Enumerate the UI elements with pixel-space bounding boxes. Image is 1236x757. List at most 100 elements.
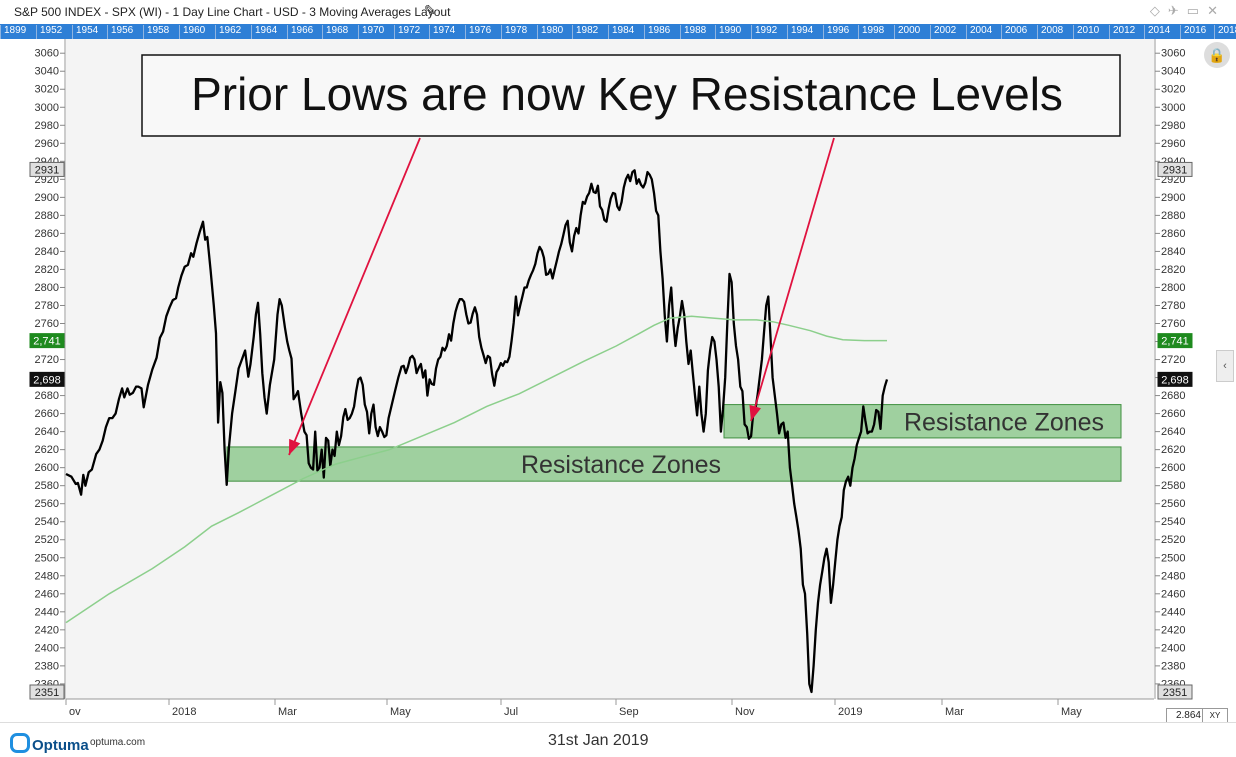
y-tick-label: 3020 <box>1161 84 1185 96</box>
axis-tag-label: 2,741 <box>1161 336 1189 348</box>
timeline-year[interactable]: 1980 <box>537 25 563 39</box>
y-tick-label: 3000 <box>1161 102 1185 114</box>
title-callout-box[interactable] <box>141 54 1121 137</box>
moving-average-line <box>65 315 887 624</box>
y-tick-label: 2820 <box>35 264 59 276</box>
timeline-year[interactable]: 1972 <box>394 25 420 39</box>
y-tick-label: 2760 <box>35 318 59 330</box>
y-tick-label: 2580 <box>1161 480 1185 492</box>
x-tick-label: May <box>1061 706 1082 718</box>
lock-icon[interactable]: 🔒 <box>1204 42 1230 68</box>
timeline-year[interactable]: 1978 <box>501 25 527 39</box>
y-tick-label: 2500 <box>1161 552 1185 564</box>
chevron-left-icon[interactable]: ‹ <box>1216 350 1234 382</box>
y-tick-label: 2440 <box>1161 606 1185 618</box>
y-axis-left: 2360238024002420244024602480250025202540… <box>35 48 65 690</box>
x-tick-label: ov <box>69 706 81 718</box>
y-tick-label: 2500 <box>35 552 59 564</box>
y-tick-label: 2540 <box>35 516 59 528</box>
timeline-year[interactable]: 1998 <box>858 25 884 39</box>
timeline-year[interactable]: 1956 <box>107 25 133 39</box>
title-callout[interactable]: Prior Lows are now Key Resistance Levels <box>141 54 1121 137</box>
timeline-year[interactable]: 1964 <box>251 25 277 39</box>
timeline-year[interactable]: 1970 <box>358 25 384 39</box>
timeline-year[interactable]: 1990 <box>715 25 741 39</box>
timeline-year[interactable]: 1976 <box>465 25 491 39</box>
arrow-head <box>749 404 761 421</box>
timeline-navigator[interactable]: 1899 1952 1954 1956 1958 1960 1962 1964 1966 1968… <box>0 24 1236 39</box>
zone-label: Resistance Zones <box>904 408 1104 436</box>
timeline-year[interactable]: 1992 <box>751 25 777 39</box>
timeline-year[interactable]: 1899 <box>0 25 26 39</box>
y-tick-label: 2900 <box>1161 192 1185 204</box>
timeline-year[interactable]: 2004 <box>966 25 992 39</box>
timeline-year[interactable]: 2008 <box>1037 25 1063 39</box>
y-tick-label: 3000 <box>35 102 59 114</box>
y-tick-label: 2640 <box>1161 426 1185 438</box>
brand-logo: Optuma <box>10 733 89 754</box>
timeline-year[interactable]: 1988 <box>680 25 706 39</box>
price-chart[interactable]: 2360238024002420244024602480250025202540… <box>0 39 1236 722</box>
y-tick-label: 2460 <box>1161 588 1185 600</box>
x-tick-label: Jul <box>504 706 518 718</box>
restore-icon[interactable]: ▭ <box>1186 3 1208 18</box>
y-tick-label: 2680 <box>35 390 59 402</box>
timeline-year[interactable]: 2014 <box>1144 25 1170 39</box>
timeline-year[interactable]: 1958 <box>143 25 169 39</box>
timeline-year[interactable]: 2012 <box>1109 25 1135 39</box>
y-tick-label: 2380 <box>35 660 59 672</box>
timeline-year[interactable]: 2016 <box>1180 25 1206 39</box>
diamond-icon[interactable]: ◇ <box>1149 3 1168 18</box>
timeline-year[interactable]: 2006 <box>1001 25 1027 39</box>
y-axis-right: 2360238024002420244024602480250025202540… <box>1155 48 1185 690</box>
brand-url[interactable]: optuma.com <box>90 737 146 748</box>
timeline-year[interactable]: 2002 <box>930 25 956 39</box>
timeline-year[interactable]: 1982 <box>572 25 598 39</box>
axis-tags: 2931 2931 2,741 2,741 2,698 2,698 2351 2351 <box>29 161 1193 700</box>
pin-icon[interactable]: ✈ <box>1167 3 1187 18</box>
timeline-year[interactable]: 1966 <box>287 25 313 39</box>
timeline-year[interactable]: 1962 <box>215 25 241 39</box>
y-tick-label: 2540 <box>1161 516 1185 528</box>
timeline-year[interactable]: 1994 <box>787 25 813 39</box>
axis-tag <box>29 371 65 387</box>
y-tick-label: 2800 <box>1161 282 1185 294</box>
y-tick-label: 2860 <box>35 228 59 240</box>
y-tick-label: 2460 <box>35 588 59 600</box>
timeline-year[interactable]: 2010 <box>1073 25 1099 39</box>
pencil-icon[interactable]: ✎ <box>424 2 436 18</box>
timeline-year[interactable]: 2000 <box>894 25 920 39</box>
axis-tag-label: 2351 <box>1163 687 1187 699</box>
y-tick-label: 2960 <box>1161 138 1185 150</box>
annotation-arrow <box>288 137 421 456</box>
axis-tag <box>1157 371 1193 387</box>
annotation-arrow <box>750 137 835 422</box>
timeline-year[interactable]: 1960 <box>179 25 205 39</box>
y-tick-label: 3020 <box>35 84 59 96</box>
timeline-year[interactable]: 1968 <box>322 25 348 39</box>
timeline-year[interactable]: 1986 <box>644 25 670 39</box>
y-tick-label: 2760 <box>1161 318 1185 330</box>
y-tick-label: 2860 <box>1161 228 1185 240</box>
close-icon[interactable]: ✕ <box>1207 3 1226 18</box>
y-tick-label: 2440 <box>35 606 59 618</box>
y-tick-label: 2420 <box>1161 624 1185 636</box>
timeline-selection[interactable] <box>0 24 1236 39</box>
y-tick-label: 2480 <box>35 570 59 582</box>
y-tick-label: 2880 <box>35 210 59 222</box>
timeline-year[interactable]: 1996 <box>823 25 849 39</box>
y-tick-label: 2660 <box>1161 408 1185 420</box>
timeline-year[interactable]: 2018 <box>1214 25 1236 39</box>
y-tick-label: 2780 <box>35 300 59 312</box>
timeline-year[interactable]: 1954 <box>72 25 98 39</box>
y-tick-label: 2720 <box>35 354 59 366</box>
y-tick-label: 2620 <box>1161 444 1185 456</box>
axis-tag-label: 2931 <box>35 164 59 176</box>
timeline-year[interactable]: 1974 <box>429 25 455 39</box>
y-tick-label: 3060 <box>35 48 59 60</box>
price-line <box>65 169 889 694</box>
timeline-year[interactable]: 1952 <box>36 25 62 39</box>
timeline-year[interactable]: 1984 <box>608 25 634 39</box>
titlebar-icons: ◇✈▭✕ <box>1150 3 1226 19</box>
brand-name: Optuma <box>32 737 89 754</box>
